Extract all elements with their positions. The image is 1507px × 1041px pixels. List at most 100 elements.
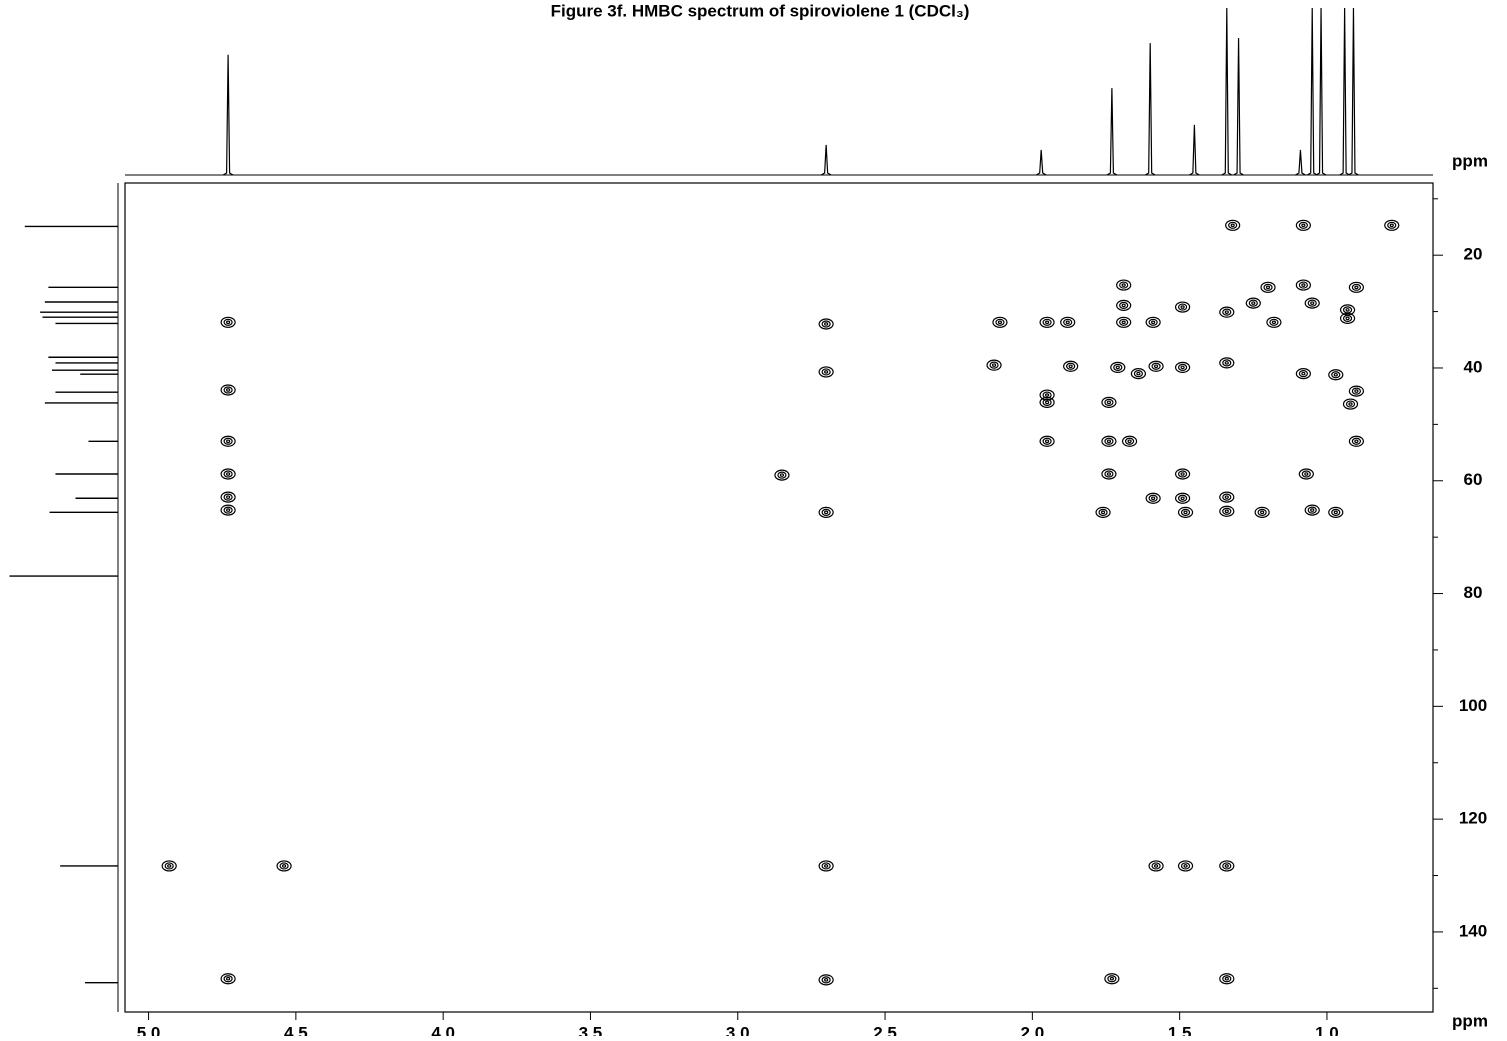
contour [1224,310,1229,314]
contour [1116,279,1132,291]
cross-peak [276,860,292,872]
contour [1345,400,1356,408]
contour [279,862,289,870]
contour [1119,281,1129,289]
contour [1039,316,1055,328]
proton-peak [1295,149,1306,176]
contour [1333,372,1338,377]
cross-peak [1219,973,1235,985]
contour [824,322,829,326]
contour [226,976,231,981]
contour [1310,301,1315,305]
contour [1260,510,1265,515]
contour [1151,862,1161,870]
contour [1130,368,1147,380]
contour [1228,221,1238,229]
contour [821,976,831,984]
proton-peak [1306,7,1318,176]
cross-peak [1148,360,1164,372]
contour [1225,219,1241,231]
contour [995,318,1005,326]
contour [1121,303,1126,308]
contour [1121,435,1138,447]
cross-peak [1342,398,1359,410]
contour [1044,400,1050,405]
contour [1245,297,1261,309]
contour [1348,402,1353,406]
contour [1304,472,1309,476]
cross-peak [774,469,790,481]
contour [1145,316,1161,328]
contour [226,508,231,512]
cross-peak [1116,316,1132,328]
cross-peak [1145,316,1161,328]
contour [1180,496,1185,501]
contour [821,862,831,870]
contour [223,318,233,326]
cross-peak [1348,435,1365,447]
contour [818,318,834,330]
contour [223,470,233,478]
contour [1342,314,1353,322]
x-tick-label: 1.0 [1315,1023,1339,1036]
contour [167,864,172,868]
contour [1224,864,1229,868]
cross-peak [220,316,236,328]
cross-peak [1039,389,1055,401]
contour [1333,510,1338,515]
contour [1331,371,1341,379]
x-tick-label: 5.0 [137,1023,161,1036]
contour [1101,435,1117,447]
contour [1222,862,1232,870]
contour [1177,363,1188,372]
contour [1115,365,1120,370]
contour [1222,507,1232,515]
contour [774,469,790,481]
contour [1301,223,1306,228]
cross-peak [1295,368,1311,380]
cross-peak [986,359,1002,371]
cross-peak [220,504,236,516]
contour [1068,364,1073,369]
contour [1342,398,1359,410]
contour [220,384,236,396]
contour [1266,316,1282,328]
contour [1224,495,1229,499]
contour [281,864,287,868]
contour [1271,320,1277,325]
y-tick-label: 100 [1459,696,1487,715]
contour [1183,864,1188,868]
contour [818,506,834,518]
contour [1044,393,1050,397]
contour [1101,396,1117,408]
cross-peak [1219,860,1235,872]
contour [1153,864,1159,868]
contour [1183,510,1188,515]
contour [1222,493,1232,501]
contour [1113,363,1123,372]
contour [223,386,233,394]
contour [1260,281,1276,293]
contour [1331,508,1341,516]
cross-peak [1104,973,1120,985]
contour [1180,472,1185,476]
contour [1219,505,1235,517]
cross-peak [161,860,177,872]
contour [1104,398,1114,406]
cross-peak [1174,301,1191,313]
contour [1351,387,1362,395]
contour [1348,435,1365,447]
cross-peak [1039,396,1055,408]
y-tick-label: 40 [1464,357,1483,376]
contour [1307,506,1317,514]
contour [1148,318,1158,326]
cross-peak [1039,435,1055,447]
cross-peak [1177,860,1194,872]
cross-peak [1304,504,1320,516]
contour [824,978,829,982]
contour [1295,279,1311,291]
contour [1106,472,1112,476]
contour [1351,283,1362,291]
